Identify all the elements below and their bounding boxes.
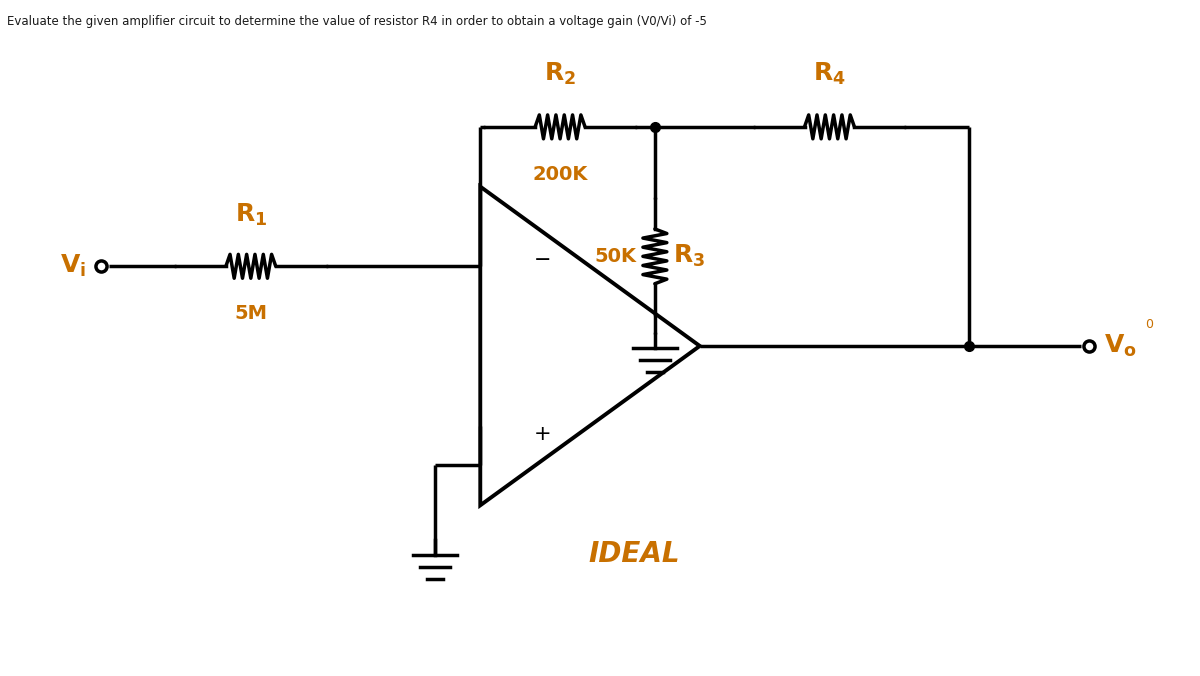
Text: $-$: $-$ xyxy=(533,248,551,268)
Text: $+$: $+$ xyxy=(533,424,551,443)
Text: $\mathbf{R_3}$: $\mathbf{R_3}$ xyxy=(673,243,706,270)
Text: $\mathbf{R_2}$: $\mathbf{R_2}$ xyxy=(544,61,576,87)
Text: $\mathbf{R_4}$: $\mathbf{R_4}$ xyxy=(814,61,846,87)
Text: 5M: 5M xyxy=(234,304,268,323)
Text: 0: 0 xyxy=(1145,318,1153,331)
Text: $\mathbf{R_1}$: $\mathbf{R_1}$ xyxy=(235,202,266,228)
Text: IDEAL: IDEAL xyxy=(588,540,679,568)
Text: 200K: 200K xyxy=(533,165,588,184)
Text: 50K: 50K xyxy=(595,247,637,266)
Text: Evaluate the given amplifier circuit to determine the value of resistor R4 in or: Evaluate the given amplifier circuit to … xyxy=(7,15,707,28)
Text: $\mathbf{V_o}$: $\mathbf{V_o}$ xyxy=(1104,333,1136,359)
Text: $\mathbf{V_i}$: $\mathbf{V_i}$ xyxy=(60,254,86,279)
